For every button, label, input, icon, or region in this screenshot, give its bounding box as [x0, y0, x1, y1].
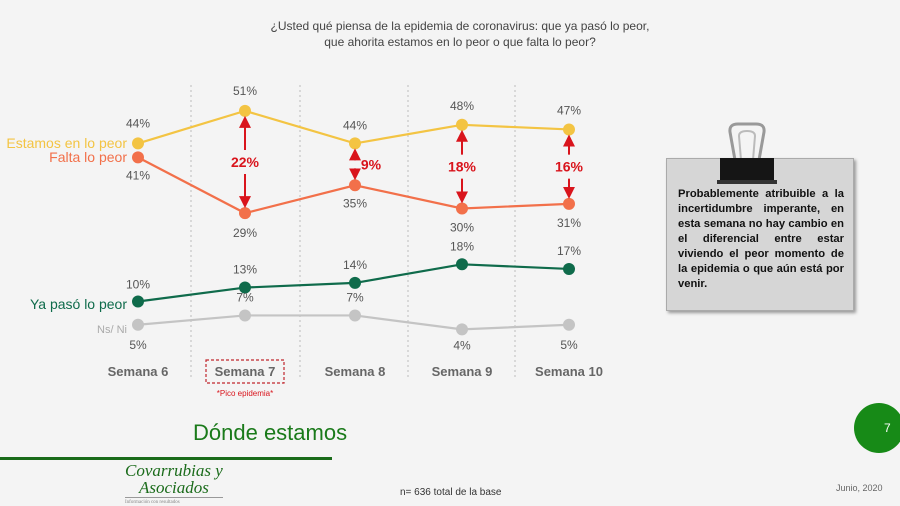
data-label: 14%: [343, 258, 367, 272]
data-point: [239, 281, 251, 294]
series-label: Ya pasó lo peor: [30, 296, 127, 312]
highlight-note: *Pico epidemia*: [217, 389, 273, 398]
data-label: 13%: [233, 263, 257, 277]
data-label: 48%: [450, 99, 474, 113]
logo: Covarrubias y Asociados Información con …: [125, 462, 223, 506]
data-point: [456, 258, 468, 271]
series-label: Estamos en lo peor: [6, 135, 127, 151]
difference-label: 18%: [448, 159, 477, 175]
x-tick-label: Semana 6: [108, 364, 169, 379]
data-point: [563, 123, 575, 136]
data-label: 30%: [450, 221, 474, 235]
series-label: Falta lo peor: [49, 149, 127, 165]
data-point: [349, 309, 361, 322]
data-point: [456, 118, 468, 131]
question-line-1: ¿Usted qué piensa de la epidemia de coro…: [270, 19, 650, 33]
question-line-2: que ahorita estamos en lo peor o que fal…: [324, 35, 596, 49]
data-point: [132, 318, 144, 331]
binder-clip-icon: [717, 122, 777, 184]
data-label: 29%: [233, 226, 257, 240]
data-label: 17%: [557, 244, 581, 258]
logo-line-1: Covarrubias y: [125, 461, 223, 480]
data-label: 10%: [126, 278, 150, 292]
difference-label: 9%: [361, 156, 382, 172]
logo-line-2: Asociados: [139, 478, 209, 497]
data-label: 5%: [560, 338, 578, 352]
data-label: 4%: [453, 338, 471, 352]
data-point: [563, 318, 575, 331]
page-number: 7: [854, 403, 900, 453]
data-label: 7%: [236, 290, 254, 304]
x-tick-label: Semana 7: [215, 364, 276, 379]
x-tick-label: Semana 9: [432, 364, 493, 379]
note-text: Probablemente atribuible a la incertidum…: [678, 188, 844, 290]
data-point: [456, 323, 468, 336]
data-point: [132, 295, 144, 308]
divider: [0, 457, 332, 460]
data-point: [349, 179, 361, 192]
series-label: Ns/ Ni: [97, 324, 127, 336]
data-label: 47%: [557, 103, 581, 117]
data-point: [239, 207, 251, 220]
data-point: [239, 309, 251, 322]
data-label: 31%: [557, 216, 581, 230]
data-label: 7%: [346, 290, 364, 304]
data-point: [132, 151, 144, 164]
data-point: [132, 137, 144, 150]
data-point: [456, 202, 468, 215]
section-title: Dónde estamos: [193, 420, 348, 445]
difference-label: 16%: [555, 159, 584, 175]
data-label: 18%: [450, 239, 474, 253]
sample-base: n= 636 total de la base: [400, 487, 502, 498]
data-label: 51%: [233, 84, 257, 98]
data-label: 5%: [129, 338, 147, 352]
data-label: 35%: [343, 196, 367, 210]
logo-tagline: Información con resultados: [125, 497, 223, 506]
date: Junio, 2020: [836, 483, 883, 493]
data-label: 44%: [126, 116, 150, 130]
data-point: [349, 276, 361, 289]
data-label: 41%: [126, 168, 150, 182]
data-label: 44%: [343, 118, 367, 132]
x-tick-label: Semana 10: [535, 364, 603, 379]
data-point: [349, 137, 361, 150]
difference-label: 22%: [231, 154, 260, 170]
question-title: ¿Usted qué piensa de la epidemia de coro…: [250, 18, 670, 50]
data-point: [239, 104, 251, 117]
highlight-box: [205, 359, 285, 384]
x-tick-label: Semana 8: [325, 364, 386, 379]
data-point: [563, 262, 575, 275]
data-point: [563, 197, 575, 210]
